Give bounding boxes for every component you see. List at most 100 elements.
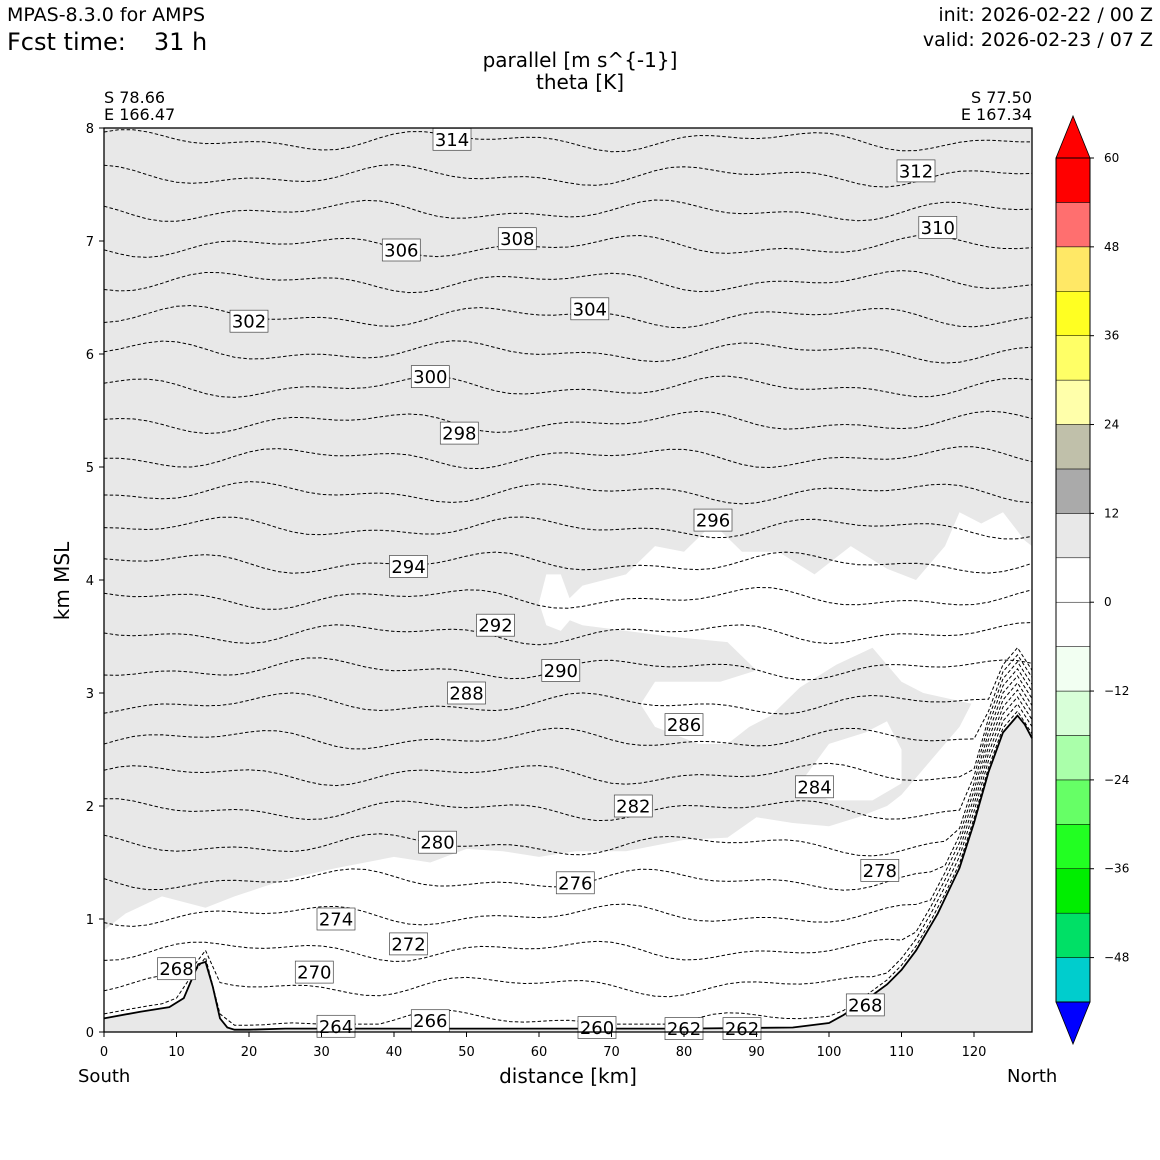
theta-label-286: 286 xyxy=(664,713,704,736)
end-lon: E 167.34 xyxy=(960,105,1032,124)
colorbar-tick-label: −12 xyxy=(1104,684,1129,698)
theta-label-text: 288 xyxy=(449,684,483,705)
y-tick-label: 0 xyxy=(86,1026,94,1041)
x-tick-label: 0 xyxy=(100,1045,108,1060)
theta-label-280: 280 xyxy=(418,830,457,854)
theta-label-310: 310 xyxy=(918,216,958,239)
theta-label-312: 312 xyxy=(896,159,936,182)
theta-label-300: 300 xyxy=(410,365,450,388)
theta-label-text: 304 xyxy=(573,299,607,320)
x-tick-label: 50 xyxy=(458,1045,475,1060)
theta-contour-268 xyxy=(103,689,1033,927)
theta-contour-276 xyxy=(103,660,1033,787)
theta-contour-306 xyxy=(103,234,1033,258)
theta-contour-298 xyxy=(103,375,1033,398)
colorbar-tick-label: −48 xyxy=(1104,951,1129,965)
theta-label-text: 278 xyxy=(863,861,897,882)
colorbar-segment xyxy=(1055,957,1091,1003)
theta-label-292: 292 xyxy=(476,613,515,637)
y-tick-label: 4 xyxy=(86,574,94,589)
x-tick-label: 40 xyxy=(386,1045,403,1060)
theta-contour-286 xyxy=(103,586,1033,610)
fcst-label: Fcst time: xyxy=(7,28,126,56)
colorbar-over-extend xyxy=(1055,114,1091,159)
theta-label-282: 282 xyxy=(613,794,653,818)
y-tick-label: 2 xyxy=(86,800,94,815)
theta-label-304: 304 xyxy=(570,297,610,320)
colorbar-segment xyxy=(1055,912,1091,958)
theta-contour-280 xyxy=(103,646,1033,715)
colorbar-segment xyxy=(1055,646,1091,692)
shade-white-low xyxy=(104,636,1032,1030)
theta-label-text: 284 xyxy=(797,777,831,798)
theta-contour-284 xyxy=(103,622,1033,646)
x-tick-label: 30 xyxy=(313,1045,330,1060)
theta-contour-312 xyxy=(103,129,1033,153)
theta-label-302: 302 xyxy=(229,309,269,333)
y-tick-label: 7 xyxy=(86,235,94,250)
theta-label-270: 270 xyxy=(294,960,334,984)
colorbar-segment xyxy=(1055,513,1091,559)
theta-label-text: 268 xyxy=(848,995,882,1016)
theta-label-276: 276 xyxy=(555,871,595,894)
theta-label-264: 264 xyxy=(316,1014,356,1038)
start-lon: E 166.47 xyxy=(104,105,176,124)
theta-label-294: 294 xyxy=(389,555,428,578)
north-label: North xyxy=(1007,1066,1058,1087)
fcst-value: 31 h xyxy=(153,28,208,56)
theta-label-text: 266 xyxy=(413,1011,447,1032)
theta-contours xyxy=(103,129,1033,1026)
theta-contour-302 xyxy=(103,304,1033,329)
colorbar-segment xyxy=(1055,735,1091,781)
colorbar-tick-label: 60 xyxy=(1104,151,1119,165)
colorbar-tick-label: 36 xyxy=(1104,329,1119,343)
theta-label-text: 280 xyxy=(420,833,454,854)
theta-label-text: 276 xyxy=(558,873,592,894)
colorbar-tick-label: 12 xyxy=(1104,506,1119,520)
colorbar-segment xyxy=(1055,601,1091,647)
theta-label-text: 296 xyxy=(696,511,730,532)
theta-contour-labels: 314 312 310 308 306 304 302 300 298 296 294 292 290 2… xyxy=(157,127,958,1040)
theta-label-text: 270 xyxy=(297,963,331,984)
end-lat: S 77.50 xyxy=(970,88,1032,107)
theta-label-290: 290 xyxy=(541,659,581,682)
theta-label-text: 282 xyxy=(616,797,650,818)
forecast-time: Fcst time: 31 h xyxy=(7,28,207,56)
y-tick-label: 6 xyxy=(86,348,94,363)
colorbar-segment xyxy=(1055,157,1091,203)
theta-label-text: 262 xyxy=(667,1019,701,1040)
theta-contour-264 xyxy=(103,703,1033,998)
chart-title: parallel [m s^{-1}] xyxy=(482,48,678,72)
axes: 0 10 20 30 40 50 60 70 80 90 100 110 120 0 1 2 3 4 5 6 7 8 xyxy=(86,122,1033,1060)
theta-label-268: 268 xyxy=(845,993,885,1016)
theta-label-text: 306 xyxy=(384,241,418,262)
theta-label-text: 300 xyxy=(413,367,447,388)
theta-label-308: 308 xyxy=(497,227,537,250)
theta-label-text: 274 xyxy=(319,910,353,931)
colorbar-segment xyxy=(1055,202,1091,248)
theta-label-268: 268 xyxy=(157,957,196,980)
shade-white-blob xyxy=(539,574,576,631)
colorbar-segment xyxy=(1055,779,1091,825)
theta-label-288: 288 xyxy=(447,681,486,705)
theta-label-text: 312 xyxy=(899,161,933,182)
colorbar-segment xyxy=(1055,335,1091,381)
theta-label-274: 274 xyxy=(316,907,356,931)
theta-label-text: 308 xyxy=(500,229,534,250)
colorbar-segment xyxy=(1055,690,1091,736)
theta-contour-300 xyxy=(103,340,1033,364)
theta-contour-290 xyxy=(103,516,1033,540)
x-tick-label: 20 xyxy=(241,1045,258,1060)
colorbar-segment xyxy=(1055,468,1091,514)
theta-contour-308 xyxy=(103,199,1033,222)
theta-label-278: 278 xyxy=(860,859,900,882)
colorbar-tick-label: −24 xyxy=(1104,773,1129,787)
theta-label-text: 314 xyxy=(435,130,469,151)
theta-label-text: 290 xyxy=(544,661,578,682)
theta-label-284: 284 xyxy=(795,775,834,798)
colorbar-segment xyxy=(1055,824,1091,869)
theta-label-text: 298 xyxy=(442,424,476,445)
y-tick-label: 8 xyxy=(86,122,94,137)
theta-contour-288 xyxy=(103,551,1033,574)
